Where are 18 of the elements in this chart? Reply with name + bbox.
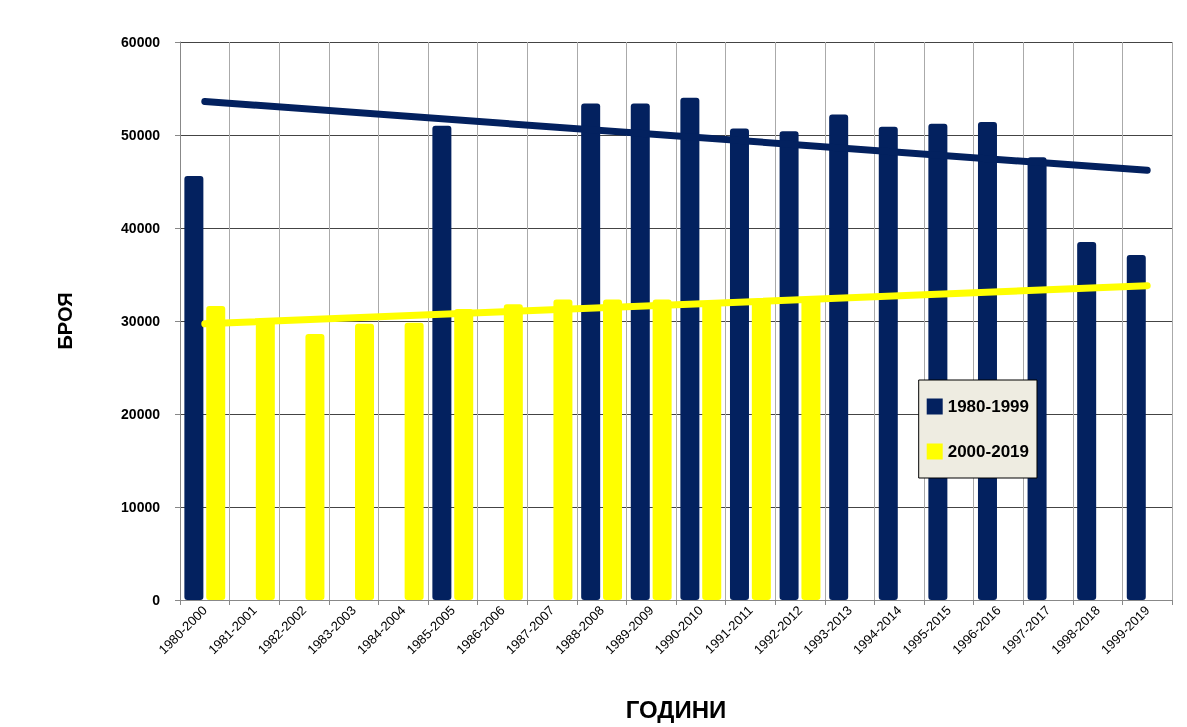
bar: [404, 322, 424, 600]
y-tick-label: 60000: [121, 34, 161, 50]
y-tick-label: 40000: [121, 220, 161, 236]
legend-label: 2000-2019: [947, 442, 1030, 461]
y-tick-label: 50000: [121, 127, 161, 143]
y-tick-label: 10000: [121, 499, 161, 515]
bar: [432, 125, 452, 600]
y-axis-title: БРОЯ: [54, 292, 76, 350]
x-axis-title: ГОДИНИ: [625, 695, 727, 723]
bar: [184, 175, 204, 600]
y-tick-label: 20000: [121, 406, 161, 422]
bar: [355, 323, 375, 600]
legend-label: 1980-1999: [947, 397, 1030, 416]
bar: [1077, 241, 1097, 600]
bar: [1126, 254, 1146, 600]
bar: [305, 334, 325, 600]
y-tick-label: 0: [152, 592, 161, 608]
y-tick-label: 30000: [121, 313, 161, 329]
